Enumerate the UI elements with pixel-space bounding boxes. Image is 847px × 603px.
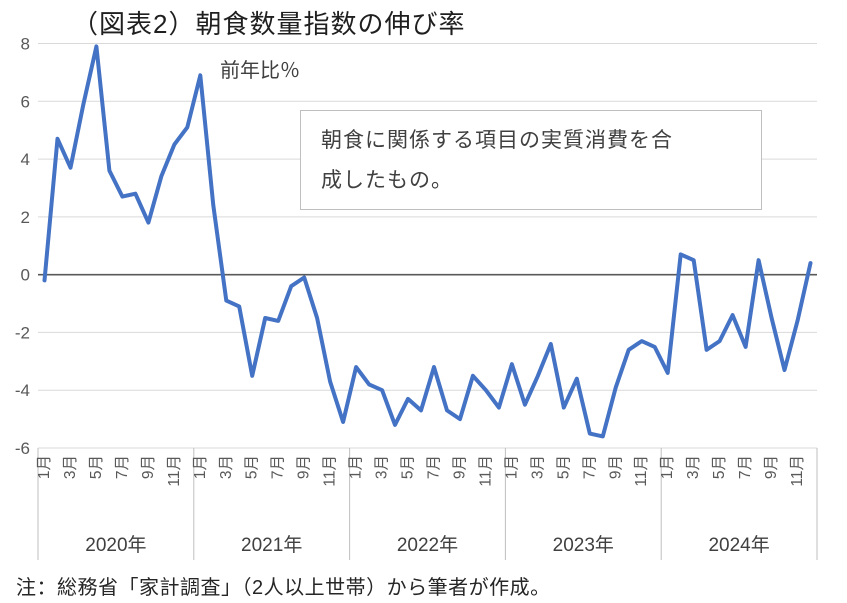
y-tick-label: -6 (15, 439, 30, 458)
x-month-label: 5月 (244, 455, 261, 479)
annotation-line-2: 成したもの。 (321, 169, 453, 192)
chart-subtitle-units: 前年比％ (220, 60, 300, 82)
x-month-label: 7月 (425, 455, 442, 479)
x-month-label: 11月 (322, 455, 339, 487)
x-month-label: 3月 (529, 455, 546, 479)
x-month-label: 9月 (140, 455, 157, 479)
x-month-label: 9月 (451, 455, 468, 479)
x-month-label: 9月 (607, 455, 624, 479)
x-month-label: 3月 (62, 455, 79, 479)
y-tick-label: -2 (15, 323, 30, 342)
y-tick-label: 2 (21, 208, 30, 227)
x-month-label: 3月 (685, 455, 702, 479)
year-label: 2022年 (397, 534, 458, 556)
x-month-label: 9月 (763, 455, 780, 479)
data-line-series (42, 44, 813, 439)
x-month-label: 11月 (166, 455, 183, 487)
x-month-label: 3月 (218, 455, 235, 479)
y-tick-label: 0 (21, 266, 30, 285)
year-label: 2021年 (241, 534, 302, 556)
x-month-label: 7月 (581, 455, 598, 479)
x-month-label: 7月 (737, 455, 754, 479)
x-month-label: 1月 (659, 455, 676, 479)
x-month-label: 11月 (789, 455, 806, 487)
x-month-label: 7月 (270, 455, 287, 479)
y-tick-label: 6 (21, 92, 30, 111)
x-month-label: 7月 (114, 455, 131, 479)
x-month-label: 11月 (477, 455, 494, 487)
x-month-label: 5月 (555, 455, 572, 479)
year-label: 2020年 (85, 534, 146, 556)
x-month-label: 1月 (36, 455, 53, 479)
x-month-label: 5月 (88, 455, 105, 479)
year-label: 2023年 (553, 534, 614, 556)
x-month-label: 1月 (348, 455, 365, 479)
y-tick-label: 8 (21, 35, 30, 54)
x-month-label: 11月 (633, 455, 650, 487)
y-tick-label: -4 (15, 381, 30, 400)
x-month-label: 5月 (400, 455, 417, 479)
x-month-label: 3月 (374, 455, 391, 479)
x-month-label: 9月 (296, 455, 313, 479)
y-tick-label: 4 (21, 150, 30, 169)
year-label: 2024年 (708, 534, 769, 556)
chart-title: （図表2）朝食数量指数の伸び率 (72, 9, 466, 39)
source-note: 注：総務省「家計調査」（2人以上世帯）から筆者が作成。 (16, 577, 551, 599)
x-month-label: 1月 (192, 455, 209, 479)
x-month-label: 5月 (711, 455, 728, 479)
x-month-label: 1月 (503, 455, 520, 479)
annotation-line-1: 朝食に関係する項目の実質消費を合 (321, 129, 673, 152)
annotation-box: 朝食に関係する項目の実質消費を合 成したもの。 (300, 110, 762, 210)
